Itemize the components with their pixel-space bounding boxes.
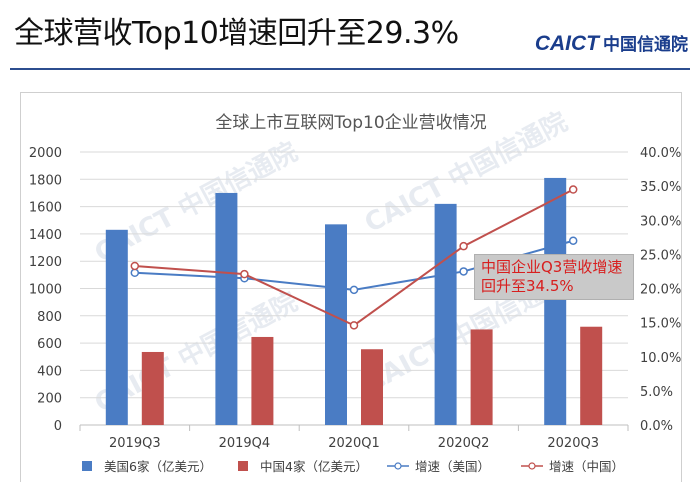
bar (215, 192, 238, 425)
bar (141, 351, 164, 425)
y-right-tick-label: 15.0% (640, 317, 681, 332)
y-right-tick-label: 40.0% (640, 146, 681, 161)
legend-label: 美国6家（亿美元） (104, 459, 212, 474)
x-tick-label: 2020Q1 (328, 436, 380, 451)
y-left-tick-label: 400 (37, 364, 62, 379)
legend-marker (394, 462, 402, 470)
y-right-tick-label: 0.0% (640, 419, 673, 434)
line-point (130, 268, 140, 278)
line-point (240, 269, 249, 279)
line-point (349, 285, 359, 295)
bar (361, 349, 383, 425)
line-point (130, 261, 140, 271)
y-left-tick-label: 1000 (29, 283, 62, 298)
legend-label: 增速（中国） (549, 459, 624, 474)
bar (470, 329, 493, 425)
y-left-tick-label: 1200 (29, 255, 62, 270)
y-right-tick-label: 20.0% (640, 283, 681, 298)
line-point (568, 185, 578, 194)
legend-label: 中国4家（亿美元） (260, 459, 368, 474)
bar (105, 229, 128, 425)
y-left-tick-label: 600 (37, 337, 62, 352)
title-divider (10, 68, 690, 70)
bar (251, 336, 274, 425)
legend-swatch (238, 461, 248, 471)
x-tick-label: 2019Q4 (219, 436, 271, 451)
bar (434, 203, 457, 425)
bar (580, 326, 603, 425)
growth-callout: 中国企业Q3营收增速回升至34.5% (474, 254, 634, 300)
y-left-tick-label: 2000 (29, 146, 62, 161)
y-left-tick-label: 800 (37, 310, 62, 325)
y-right-tick-label: 35.0% (640, 180, 681, 195)
line-point (349, 321, 359, 330)
line-point (459, 241, 468, 251)
y-left-tick-label: 1600 (29, 201, 62, 216)
y-left-tick-label: 0 (54, 419, 62, 434)
x-tick-label: 2020Q2 (438, 436, 490, 451)
y-right-tick-label: 10.0% (640, 351, 681, 366)
line-point (459, 267, 468, 276)
page-title: 全球营收Top10增速回升至29.3% (14, 16, 459, 51)
y-right-tick-label: 30.0% (640, 214, 681, 229)
y-left-tick-label: 1400 (29, 228, 62, 243)
bar (544, 177, 567, 425)
chart-title: 全球上市互联网Top10企业营收情况 (215, 113, 486, 133)
y-left-tick-label: 1800 (29, 173, 62, 188)
y-left-tick-label: 200 (37, 392, 62, 407)
legend-marker (528, 462, 536, 470)
x-tick-label: 2019Q3 (109, 436, 161, 451)
legend-swatch (82, 461, 92, 471)
chart-frame (20, 92, 682, 482)
legend-label: 增速（美国） (415, 459, 490, 474)
caict-logo: CAICT 中国信通院 (535, 30, 688, 56)
bar (325, 224, 347, 425)
y-right-tick-label: 5.0% (640, 385, 673, 400)
x-tick-label: 2020Q3 (547, 436, 599, 451)
line-point (568, 236, 578, 245)
logo-name: 中国信通院 (603, 35, 688, 55)
y-right-tick-label: 25.0% (640, 248, 681, 263)
logo-mark: CAICT (534, 32, 599, 55)
